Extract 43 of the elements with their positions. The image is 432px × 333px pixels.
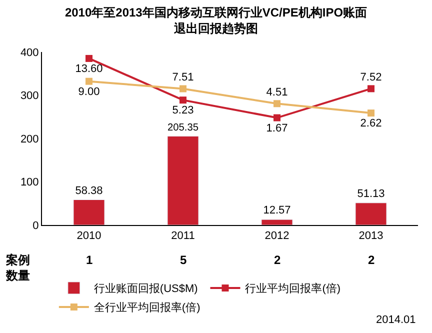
- bar: [355, 202, 387, 225]
- chart-title: 2010年至2013年国内移动互联网行业VC/PE机构IPO账面退出回报趋势图: [64, 6, 368, 36]
- data-label: 58.38: [75, 184, 103, 197]
- point: [274, 114, 280, 122]
- bar: [73, 200, 105, 225]
- text: 2: [368, 253, 375, 267]
- data-label: 7.51: [172, 72, 194, 84]
- data-label: 51.13: [357, 188, 385, 200]
- legend-label: 全行业平均回报率(倍): [94, 301, 200, 314]
- point: [274, 100, 280, 108]
- y-tick-label: 300: [20, 90, 39, 102]
- text: 2014.01: [376, 314, 416, 326]
- x-tick-label: 2013: [358, 230, 384, 242]
- text: 5: [180, 253, 187, 267]
- data-label: 2.62: [360, 118, 382, 130]
- y-tick-label: 400: [20, 46, 39, 59]
- text: 1: [86, 253, 93, 267]
- bar: [167, 136, 199, 225]
- legend-label: 行业平均回报率(倍): [245, 282, 341, 296]
- point: [180, 96, 186, 104]
- data-label: 12.57: [263, 204, 291, 217]
- bar: [261, 219, 293, 225]
- point: [86, 78, 92, 85]
- x-tick-label: 2010: [76, 230, 102, 242]
- x-tick-label: 2011: [171, 230, 195, 242]
- y-tick-label: 200: [20, 133, 39, 146]
- data-label: 205.35: [168, 122, 199, 134]
- text: 2: [274, 253, 281, 267]
- point: [86, 54, 92, 62]
- data-label: 13.60: [75, 63, 103, 76]
- text: 案例数量: [5, 253, 30, 283]
- x-tick-label: 2012: [264, 230, 290, 242]
- data-label: 5.23: [172, 104, 194, 117]
- point: [180, 85, 186, 92]
- y-tick-label: 100: [20, 176, 39, 189]
- data-label: 7.52: [360, 72, 382, 84]
- legend-label: 行业账面回报(US$M): [94, 282, 198, 296]
- data-label: 9.00: [78, 86, 100, 98]
- point: [368, 110, 374, 117]
- data-label: 4.51: [266, 86, 288, 99]
- point: [368, 85, 374, 92]
- y-tick-label: 0: [32, 220, 39, 232]
- data-label: 1.67: [266, 122, 288, 134]
